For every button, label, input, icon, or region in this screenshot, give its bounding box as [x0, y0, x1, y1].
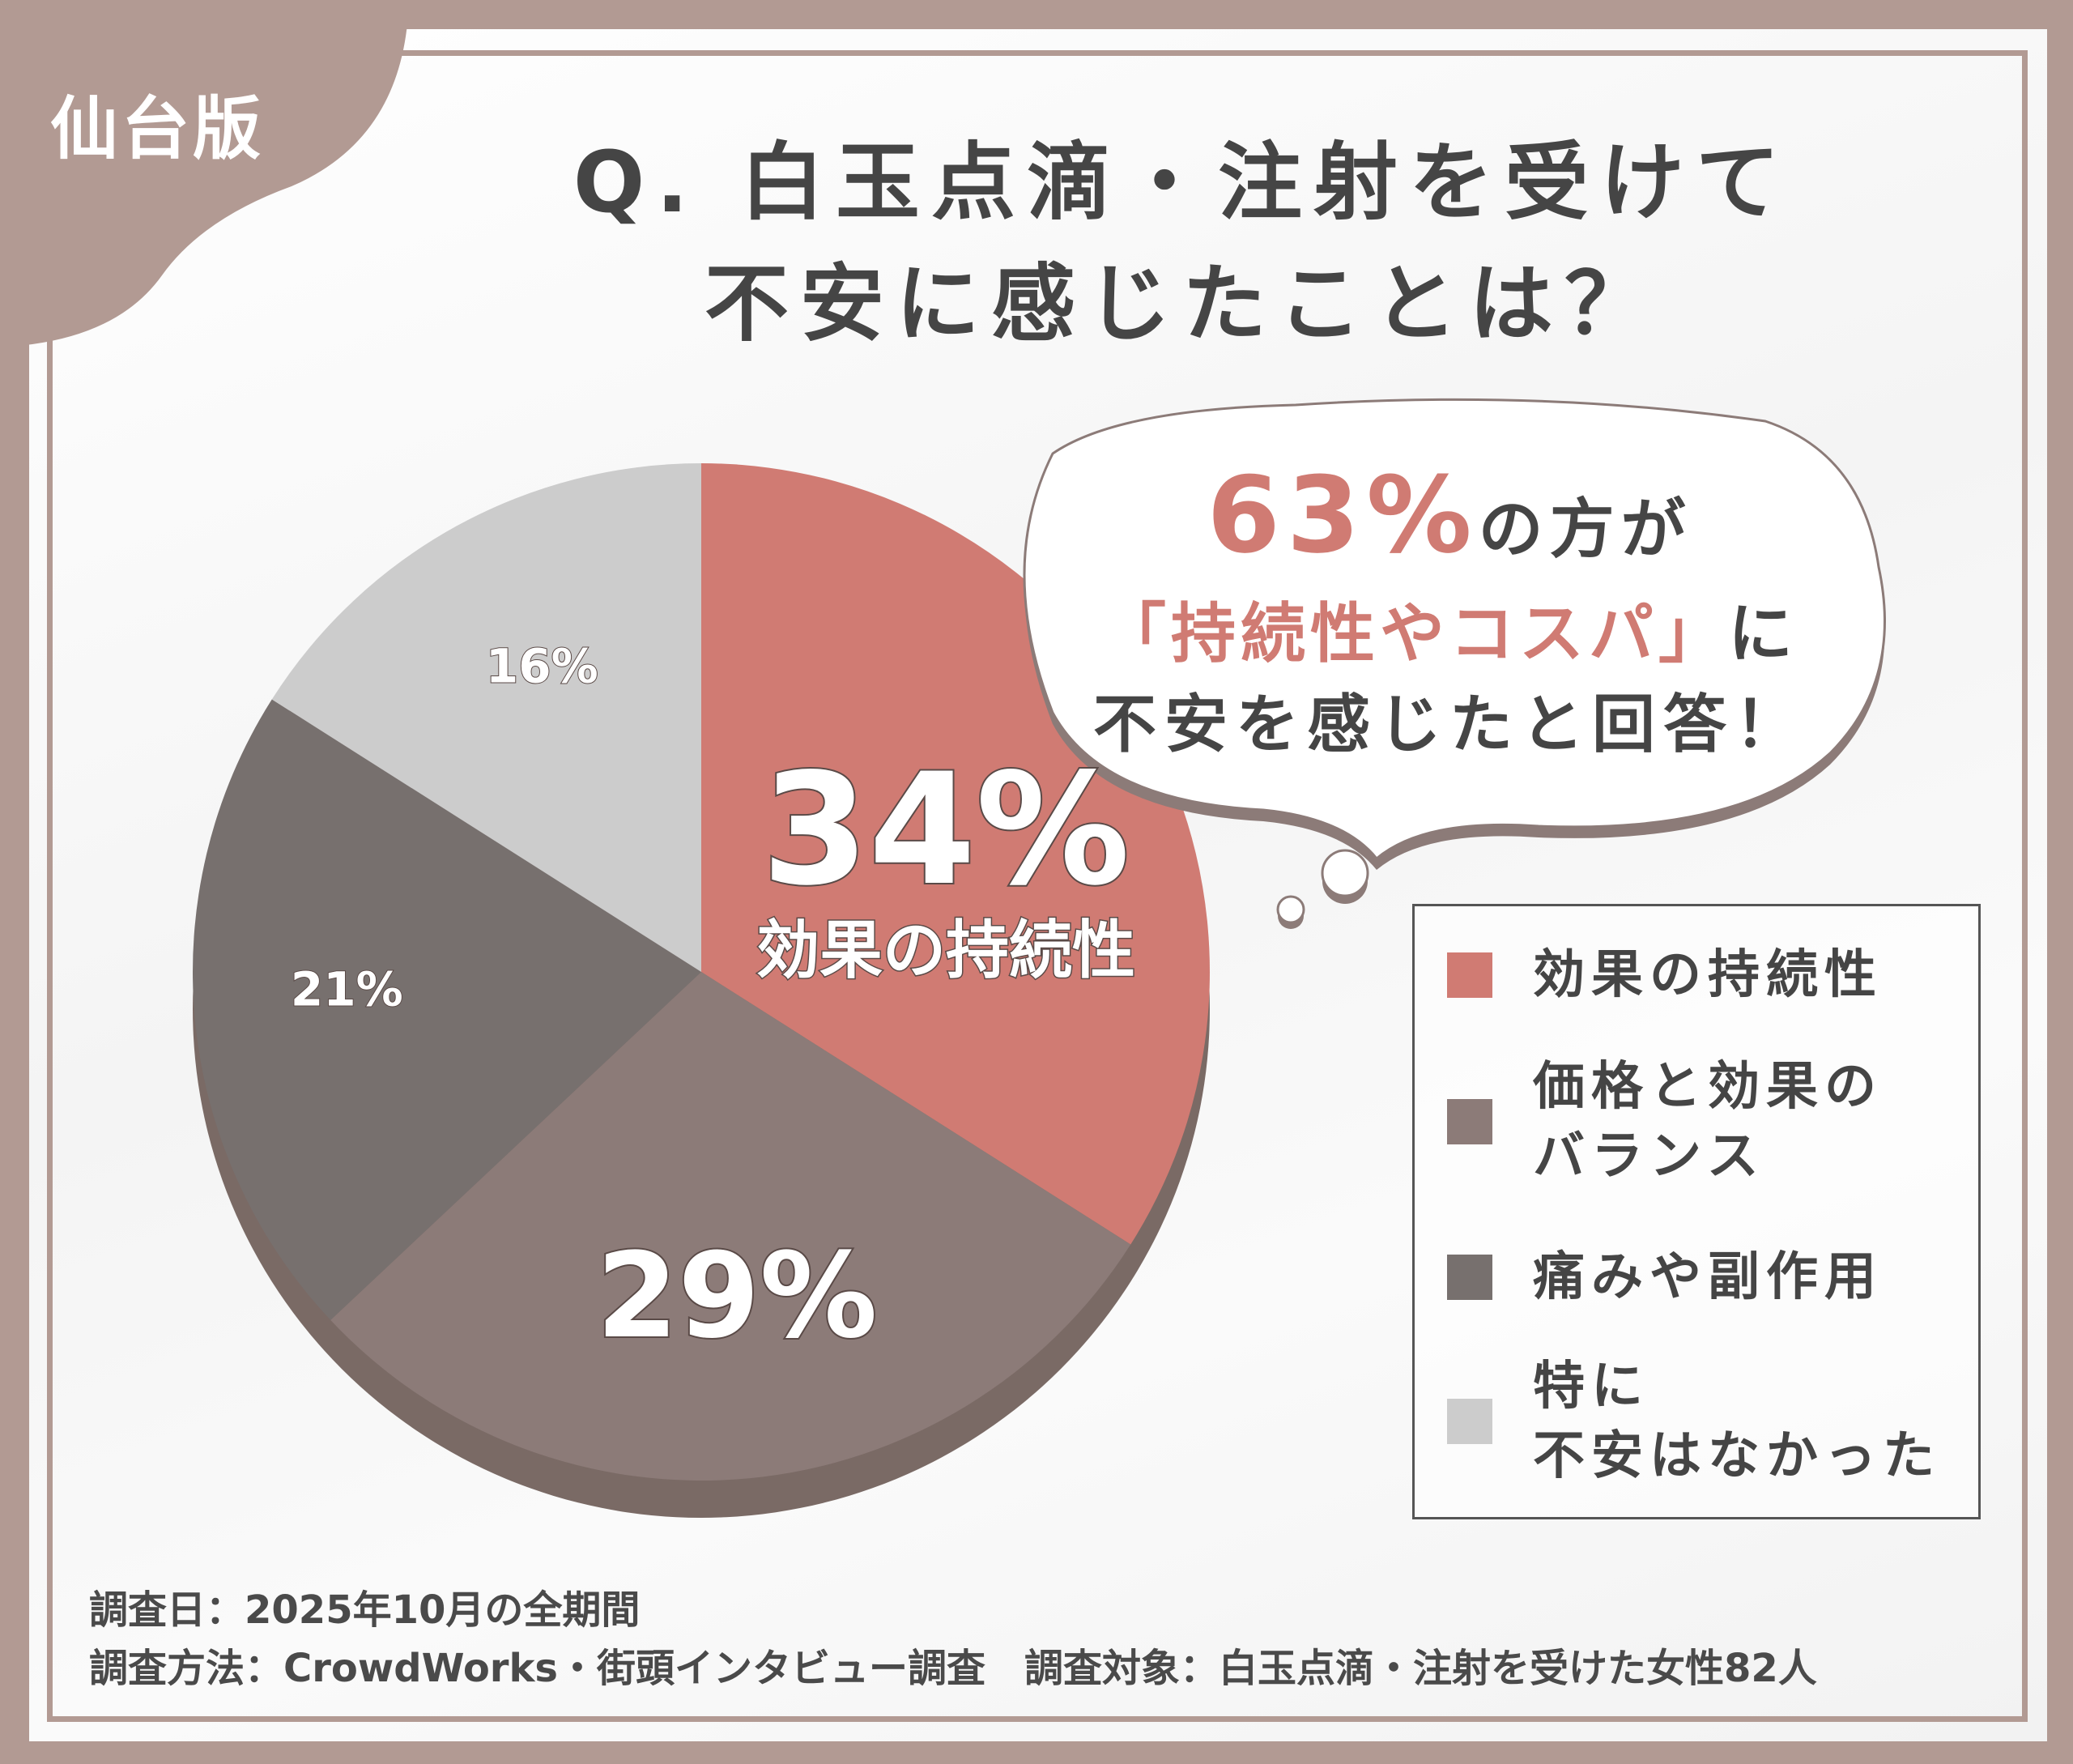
legend-item: 効果の持続性 [1447, 940, 1883, 1010]
legend-item: 特に 不安はなかった [1447, 1352, 1941, 1491]
pie-slice [330, 972, 1131, 1481]
legend-label: 痛みや副作用 [1533, 1247, 1883, 1307]
footer-survey-method: 調査方法：CrowdWorks・街頭インタビュー調査 調査対象：白玉点滴・注射を… [89, 1646, 1817, 1691]
pie-slice [271, 463, 701, 972]
legend-swatch [1447, 1099, 1492, 1144]
speech-bubble [1023, 398, 1886, 861]
legend-swatch [1447, 952, 1492, 998]
legend-label: 特に 不安はなかった [1533, 1357, 1941, 1486]
pie-highlight-category-label: 効果の持続性 [756, 914, 1135, 987]
pie-value-label: 34% [762, 740, 1130, 919]
callout-line-2: 「持続性やコスパ」に [1020, 582, 1879, 675]
pie-slice [193, 699, 702, 1320]
title-line-1: Q. 白玉点滴・注射を受けて [573, 133, 1792, 232]
callout-percent: 63% [1207, 454, 1479, 577]
legend-item: 痛みや副作用 [1447, 1242, 1883, 1312]
legend-label: 価格と効果の バランス [1533, 1057, 1883, 1187]
legend-swatch [1447, 1399, 1492, 1444]
callout-line-2-suffix: に [1728, 596, 1798, 671]
callout-highlight: 「持続性やコスパ」 [1101, 596, 1728, 671]
pie-value-label: 16% [486, 638, 598, 693]
legend-item: 価格と効果の バランス [1447, 1052, 1883, 1191]
callout-line-1-suffix: の方が [1478, 492, 1692, 567]
legend-label: 効果の持続性 [1533, 945, 1883, 1005]
legend: 効果の持続性 価格と効果の バランス 痛みや副作用 特に 不安はなかった [1412, 904, 1981, 1519]
footer-survey-date: 調査日：2025年10月の全期間 [89, 1587, 641, 1633]
frame-border [47, 50, 2028, 1722]
callout-line-3: 不安を感じたと回答！ [1092, 688, 1806, 761]
pie-value-label: 21% [291, 961, 403, 1016]
edition-corner-tab [0, 0, 409, 348]
callout-line-1: 63%の方が [1020, 454, 1879, 577]
legend-swatch [1447, 1255, 1492, 1300]
title-line-2: 不安に感じたことは？ [704, 254, 1660, 353]
edition-label: 仙台版 [50, 89, 265, 168]
pie-value-label: 29% [596, 1228, 877, 1365]
